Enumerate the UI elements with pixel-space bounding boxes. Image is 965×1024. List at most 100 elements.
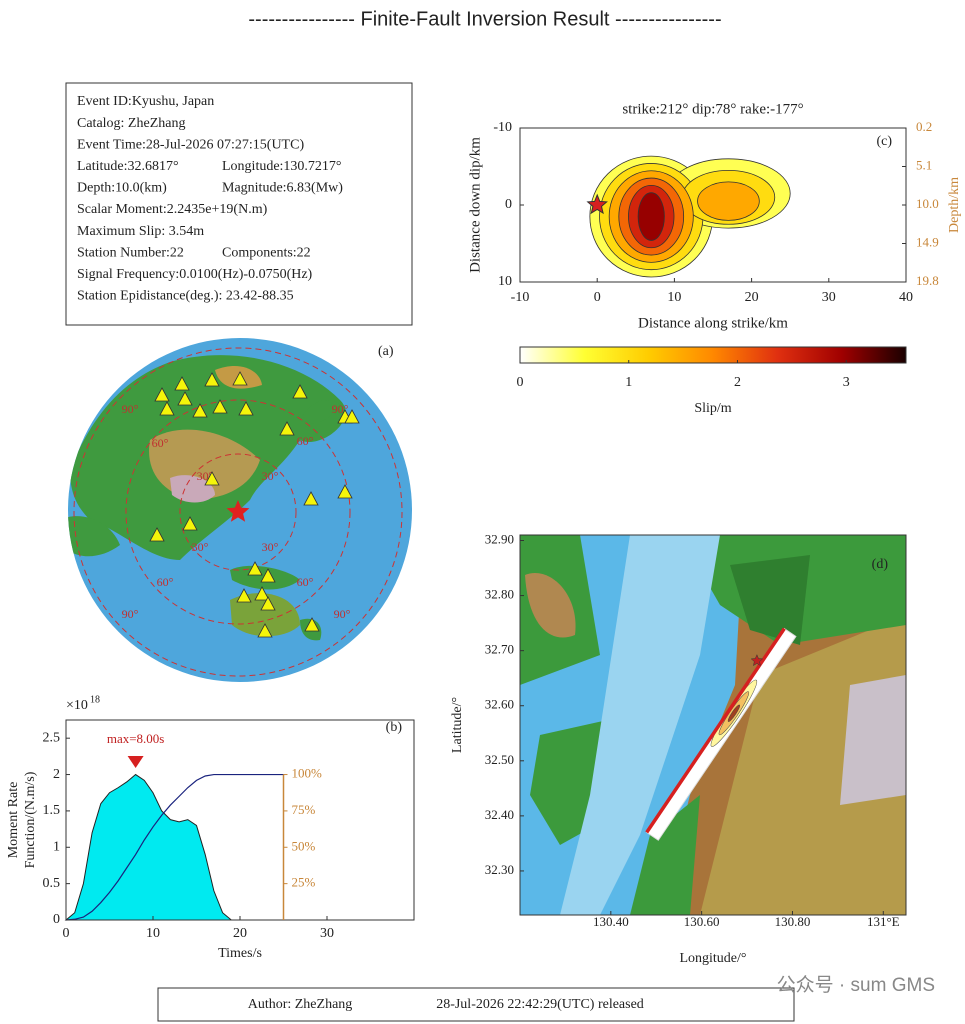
footer-released: 28-Jul-2026 22:42:29(UTC) released	[436, 997, 644, 1012]
ring-label: 30°	[192, 540, 209, 554]
ring-label: 30°	[262, 540, 279, 554]
x-tick-label: 10	[667, 290, 681, 305]
colorbar	[519, 346, 907, 364]
station-marker	[232, 371, 248, 386]
slip-contour-lobe	[697, 181, 760, 221]
station-marker	[192, 403, 208, 418]
info-box	[65, 82, 413, 326]
station-marker	[154, 387, 170, 402]
y-tick-label: 32.30	[485, 862, 514, 877]
chart-subtitle: strike:212° dip:78° rake:-177°	[622, 101, 803, 117]
colorbar-tick-label: 2	[734, 375, 741, 390]
terrain-patch	[840, 675, 906, 805]
info-line: Longitude:130.7217°	[222, 159, 342, 174]
info-line: Catalog: ZheZhang	[77, 116, 185, 131]
y2-tick-label: 14.9	[916, 234, 939, 249]
fault-trace	[645, 627, 786, 834]
info-line: Magnitude:6.83(Mw)	[222, 181, 343, 196]
y-tick-label: 2.5	[43, 730, 61, 745]
station-marker	[238, 401, 254, 416]
contour-group	[589, 155, 791, 278]
slip-contour	[637, 192, 665, 241]
x-tick-label: 130.60	[684, 914, 720, 929]
info-line: Latitude:32.6817°	[77, 159, 179, 174]
x-tick-label: 0	[63, 926, 70, 941]
colorbar-label: Slip/m	[694, 401, 731, 416]
panel-label: (b)	[386, 720, 403, 735]
info-line: Event ID:Kyushu, Japan	[77, 94, 214, 109]
footer-author: Author: ZheZhang	[248, 997, 353, 1012]
station-marker	[174, 376, 190, 391]
station-marker	[260, 568, 276, 583]
ring-label: 60°	[152, 436, 169, 450]
y-tick-label: 0.5	[43, 876, 61, 891]
panel-label: (a)	[378, 344, 394, 359]
station-marker	[337, 484, 353, 499]
terrain-patch	[560, 535, 720, 915]
station-marker	[212, 399, 228, 414]
x-tick-label: 10	[146, 926, 160, 941]
y-scale-base: ×10	[66, 698, 88, 713]
y-tick-label: 0	[505, 197, 512, 212]
terrain	[520, 535, 906, 915]
ring-label: 60°	[297, 434, 314, 448]
info-line: Signal Frequency:0.0100(Hz)-0.0750(Hz)	[77, 267, 313, 282]
info-line: Maximum Slip: 3.54m	[77, 224, 204, 239]
terrain-patch	[730, 555, 810, 645]
cumulative-line	[65, 773, 284, 921]
globe-map	[68, 338, 412, 682]
colorbar-tick-label: 3	[843, 375, 850, 390]
y-axis-label: Distance down dip/km	[467, 137, 483, 273]
info-line: Event Time:28-Jul-2026 07:27:15(UTC)	[77, 137, 304, 152]
station-marker	[177, 391, 193, 406]
info-line: Scalar Moment:2.2435e+19(N.m)	[77, 202, 268, 217]
footer-box	[157, 987, 795, 1022]
station-marker	[344, 409, 360, 424]
station-marker	[236, 588, 252, 603]
info-line: Depth:10.0(km)	[77, 181, 167, 196]
page-title: ---------------- Finite-Fault Inversion …	[248, 8, 721, 30]
station-marker	[254, 586, 270, 601]
watermark: 公众号 · sum GMS	[777, 974, 935, 996]
info-line: Station Epidistance(deg.): 23.42-88.35	[77, 289, 294, 304]
x-tick-label: 20	[745, 290, 759, 305]
ring-label: 30°	[262, 469, 279, 483]
station-marker	[204, 471, 220, 486]
terrain-patch	[630, 795, 700, 915]
x-tick-label: 130.80	[775, 914, 811, 929]
x-axis-label: Distance along strike/km	[638, 315, 788, 331]
y-tick-label: 0	[53, 912, 60, 927]
y2-axis-label: Depth/km	[947, 177, 962, 233]
y-tick-label: 32.70	[485, 642, 514, 657]
y-tick-label: -10	[493, 120, 512, 135]
y2-tick-label: 19.8	[916, 273, 939, 288]
y-tick-label: 10	[498, 274, 512, 289]
x-axis-label: Longitude/°	[679, 951, 746, 966]
x-tick-label: 130.40	[593, 914, 629, 929]
y-tick-label: 32.80	[485, 587, 514, 602]
y-scale-power: 18	[90, 694, 100, 705]
station-marker	[303, 491, 319, 506]
y2-tick-label: 5.1	[916, 157, 932, 172]
x-tick-label: 30	[320, 926, 334, 941]
x-tick-label: 30	[822, 290, 836, 305]
panel-label: (c)	[876, 134, 892, 149]
station-marker	[159, 401, 175, 416]
station-marker	[182, 516, 198, 531]
event-star	[226, 500, 250, 522]
ring-label: 60°	[157, 575, 174, 589]
station-marker	[292, 384, 308, 399]
y2-tick-label: 100%	[292, 766, 323, 781]
station-marker	[247, 561, 263, 576]
y-axis-label: Function/(N.m/s)	[23, 771, 38, 868]
info-line: Components:22	[222, 245, 311, 260]
station-marker	[149, 527, 165, 542]
y-tick-label: 2	[53, 767, 60, 782]
y-tick-label: 32.40	[485, 807, 514, 822]
x-tick-label: 131°E	[867, 914, 900, 929]
x-tick-label: 0	[594, 290, 601, 305]
station-marker	[304, 617, 320, 632]
y-tick-label: 32.60	[485, 697, 514, 712]
y-tick-label: 32.90	[485, 531, 514, 546]
